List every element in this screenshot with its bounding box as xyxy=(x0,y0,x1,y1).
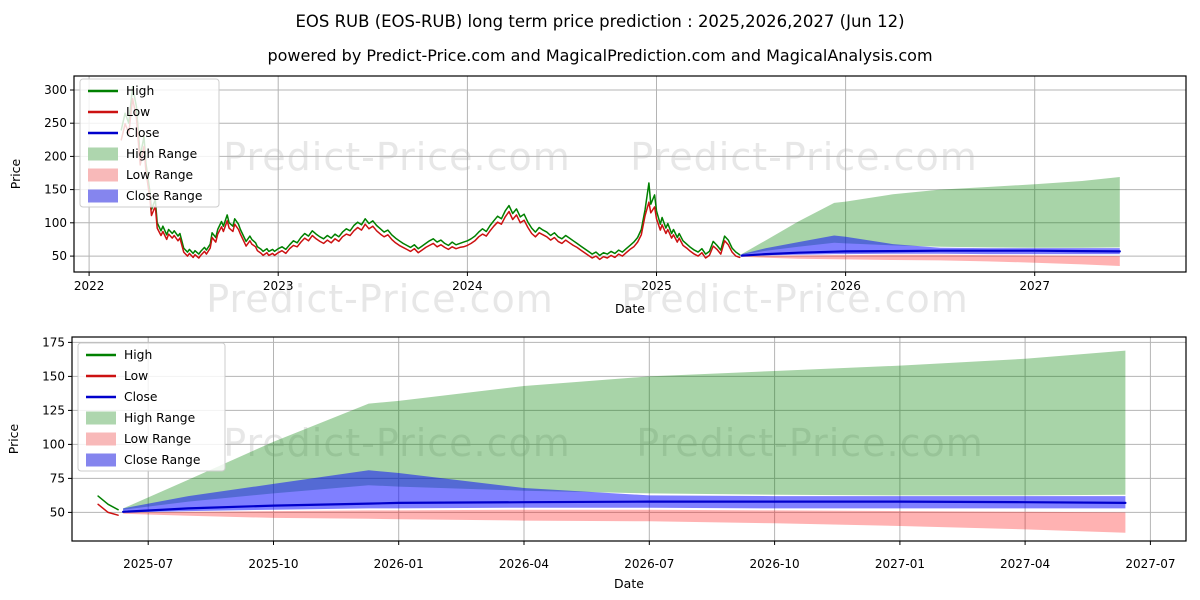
bottom-chart-xlabel: Date xyxy=(614,576,644,591)
watermark: Predict-Price.com xyxy=(630,135,978,179)
legend-low-range-swatch xyxy=(86,432,116,446)
x-tick-label: 2022 xyxy=(74,279,105,293)
x-tick-label: 2026-04 xyxy=(499,557,549,571)
legend-box xyxy=(79,78,220,208)
low-series-line xyxy=(120,97,741,261)
top-chart-ticks: 2022 2023 2024 2025 2026 2027 50 100 150 200 250 30… xyxy=(44,83,1050,293)
legend-high-range-label: High Range xyxy=(124,411,195,425)
low-series-line xyxy=(97,503,119,516)
top-chart-xlabel: Date xyxy=(615,301,645,316)
y-tick-label: 200 xyxy=(44,149,67,163)
legend-low-label: Low xyxy=(124,369,148,383)
legend-close-label: Close xyxy=(126,126,160,140)
watermark: Predict-Price.com xyxy=(223,135,571,179)
y-tick-label: 100 xyxy=(44,216,67,230)
close-forecast-line xyxy=(121,500,1127,513)
legend-close-range-label: Close Range xyxy=(126,189,202,203)
watermark: Predict-Price.com xyxy=(621,277,969,321)
x-tick-label: 2027-01 xyxy=(875,557,925,571)
legend-low-range-label: Low Range xyxy=(126,168,193,182)
x-tick-label: 2027-07 xyxy=(1125,557,1175,571)
high-series-line xyxy=(120,85,741,257)
band-low-range xyxy=(123,509,1126,533)
legend-high-range-swatch xyxy=(88,147,118,161)
x-tick-label: 2026-10 xyxy=(750,557,800,571)
x-tick-label: 2025-07 xyxy=(123,557,173,571)
y-tick-label: 250 xyxy=(44,116,67,130)
band-high-range xyxy=(123,350,1126,510)
legend-high-range-label: High Range xyxy=(126,147,197,161)
band-low-range xyxy=(741,254,1120,266)
y-tick-label: 175 xyxy=(42,335,65,349)
y-tick-label: 50 xyxy=(50,505,65,519)
legend-close-label: Close xyxy=(124,390,158,404)
y-tick-label: 75 xyxy=(50,471,65,485)
top-chart-frame xyxy=(73,75,1187,273)
top-chart-legend: High Low Close High Range Low Range Clos… xyxy=(79,78,220,208)
x-tick-label: 2027-04 xyxy=(1000,557,1050,571)
legend-low-range-label: Low Range xyxy=(124,432,191,446)
x-tick-label: 2027 xyxy=(1019,279,1050,293)
band-high-range xyxy=(741,177,1120,255)
bottom-chart-frame xyxy=(71,336,1187,542)
y-tick-label: 300 xyxy=(44,83,67,97)
legend-box xyxy=(77,342,226,472)
y-tick-label: 50 xyxy=(52,249,67,263)
figure-title: EOS RUB (EOS-RUB) long term price predic… xyxy=(295,12,905,31)
x-tick-label: 2026-07 xyxy=(624,557,674,571)
x-tick-label: 2024 xyxy=(452,279,483,293)
bottom-chart-series xyxy=(97,495,1127,516)
bottom-chart: 2025-07 2025-10 2026-01 2026-04 2026-07 2026-… xyxy=(6,335,1187,591)
high-series-line xyxy=(97,495,119,511)
legend-high-label: High xyxy=(124,348,152,362)
top-chart-series xyxy=(120,85,1121,261)
watermark: Predict-Price.com xyxy=(206,277,554,321)
legend-close-range-swatch xyxy=(86,453,116,467)
legend-close-range-swatch xyxy=(88,189,118,203)
legend-high-range-swatch xyxy=(86,411,116,425)
x-tick-label: 2026-01 xyxy=(374,557,424,571)
legend-low-range-swatch xyxy=(88,168,118,182)
y-tick-label: 150 xyxy=(44,183,67,197)
x-tick-label: 2025-10 xyxy=(248,557,298,571)
top-chart-ylabel: Price xyxy=(8,158,23,189)
x-tick-label: 2023 xyxy=(263,279,294,293)
bottom-chart-ticks: 2025-07 2025-10 2026-01 2026-04 2026-07 2026-… xyxy=(42,335,1175,571)
x-tick-label: 2025 xyxy=(641,279,672,293)
close-forecast-line xyxy=(740,249,1121,257)
x-tick-label: 2026 xyxy=(830,279,861,293)
legend-close-range-label: Close Range xyxy=(124,453,200,467)
legend-low-label: Low xyxy=(126,105,150,119)
bottom-chart-ylabel: Price xyxy=(6,423,21,454)
y-tick-label: 150 xyxy=(42,369,65,383)
figure-subtitle: powered by Predict-Price.com and Magical… xyxy=(267,46,933,65)
y-tick-label: 125 xyxy=(42,403,65,417)
legend-high-label: High xyxy=(126,84,154,98)
bottom-chart-legend: High Low Close High Range Low Range Clos… xyxy=(77,342,226,472)
watermark: Predict-Price.com xyxy=(636,421,984,465)
y-tick-label: 100 xyxy=(42,437,65,451)
top-chart: 2022 2023 2024 2025 2026 2027 50 100 150 200 250 30… xyxy=(8,75,1187,316)
watermark: Predict-Price.com xyxy=(223,421,571,465)
